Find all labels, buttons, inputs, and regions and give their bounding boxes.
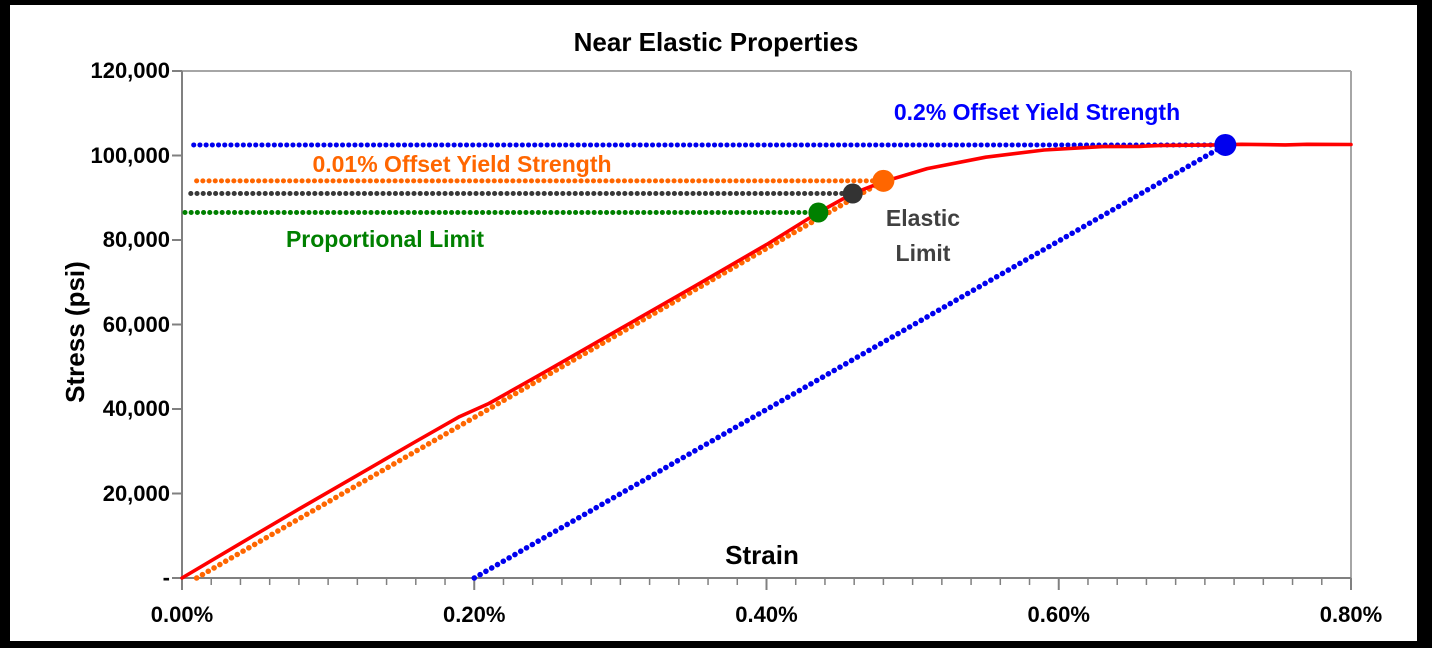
- y-tick-label: 60,000: [102, 311, 170, 337]
- y-tick-label: 100,000: [90, 142, 170, 168]
- chart-background: [10, 5, 1417, 641]
- elastic-limit-marker: [842, 183, 863, 204]
- annotation-elastic-limit: Elastic Limit: [885, 205, 961, 266]
- offset-02-yield-marker: [1214, 133, 1237, 156]
- y-tick-label: 80,000: [102, 227, 170, 252]
- annotation-offset-02-yield: 0.2% Offset Yield Strength: [893, 99, 1181, 125]
- y-tick-label: 120,000: [90, 58, 170, 83]
- y-tick-label: 40,000: [102, 396, 170, 421]
- x-tick-label: 0.80%: [1319, 602, 1383, 627]
- x-tick-label: 0.20%: [443, 602, 506, 627]
- y-tick-label: -: [162, 565, 170, 590]
- annotation-offset-001-yield: 0.01% Offset Yield Strength: [312, 151, 612, 177]
- proportional-limit-marker: [808, 202, 829, 223]
- x-tick-label: 0.40%: [735, 602, 798, 627]
- offset-001-yield-marker: [872, 169, 895, 192]
- offset-001-construction-line: [193, 178, 887, 581]
- chart-title: Near Elastic Properties: [573, 27, 859, 57]
- stress-strain-curve: [180, 142, 1353, 580]
- annotation-proportional-limit: Proportional Limit: [285, 226, 485, 252]
- x-tick-label: 0.00%: [150, 602, 214, 627]
- x-axis-title: Strain: [725, 540, 799, 570]
- x-tick-label: 0.60%: [1027, 602, 1090, 627]
- offset-02-construction-line: [471, 142, 1229, 581]
- y-tick-label: 20,000: [102, 480, 170, 506]
